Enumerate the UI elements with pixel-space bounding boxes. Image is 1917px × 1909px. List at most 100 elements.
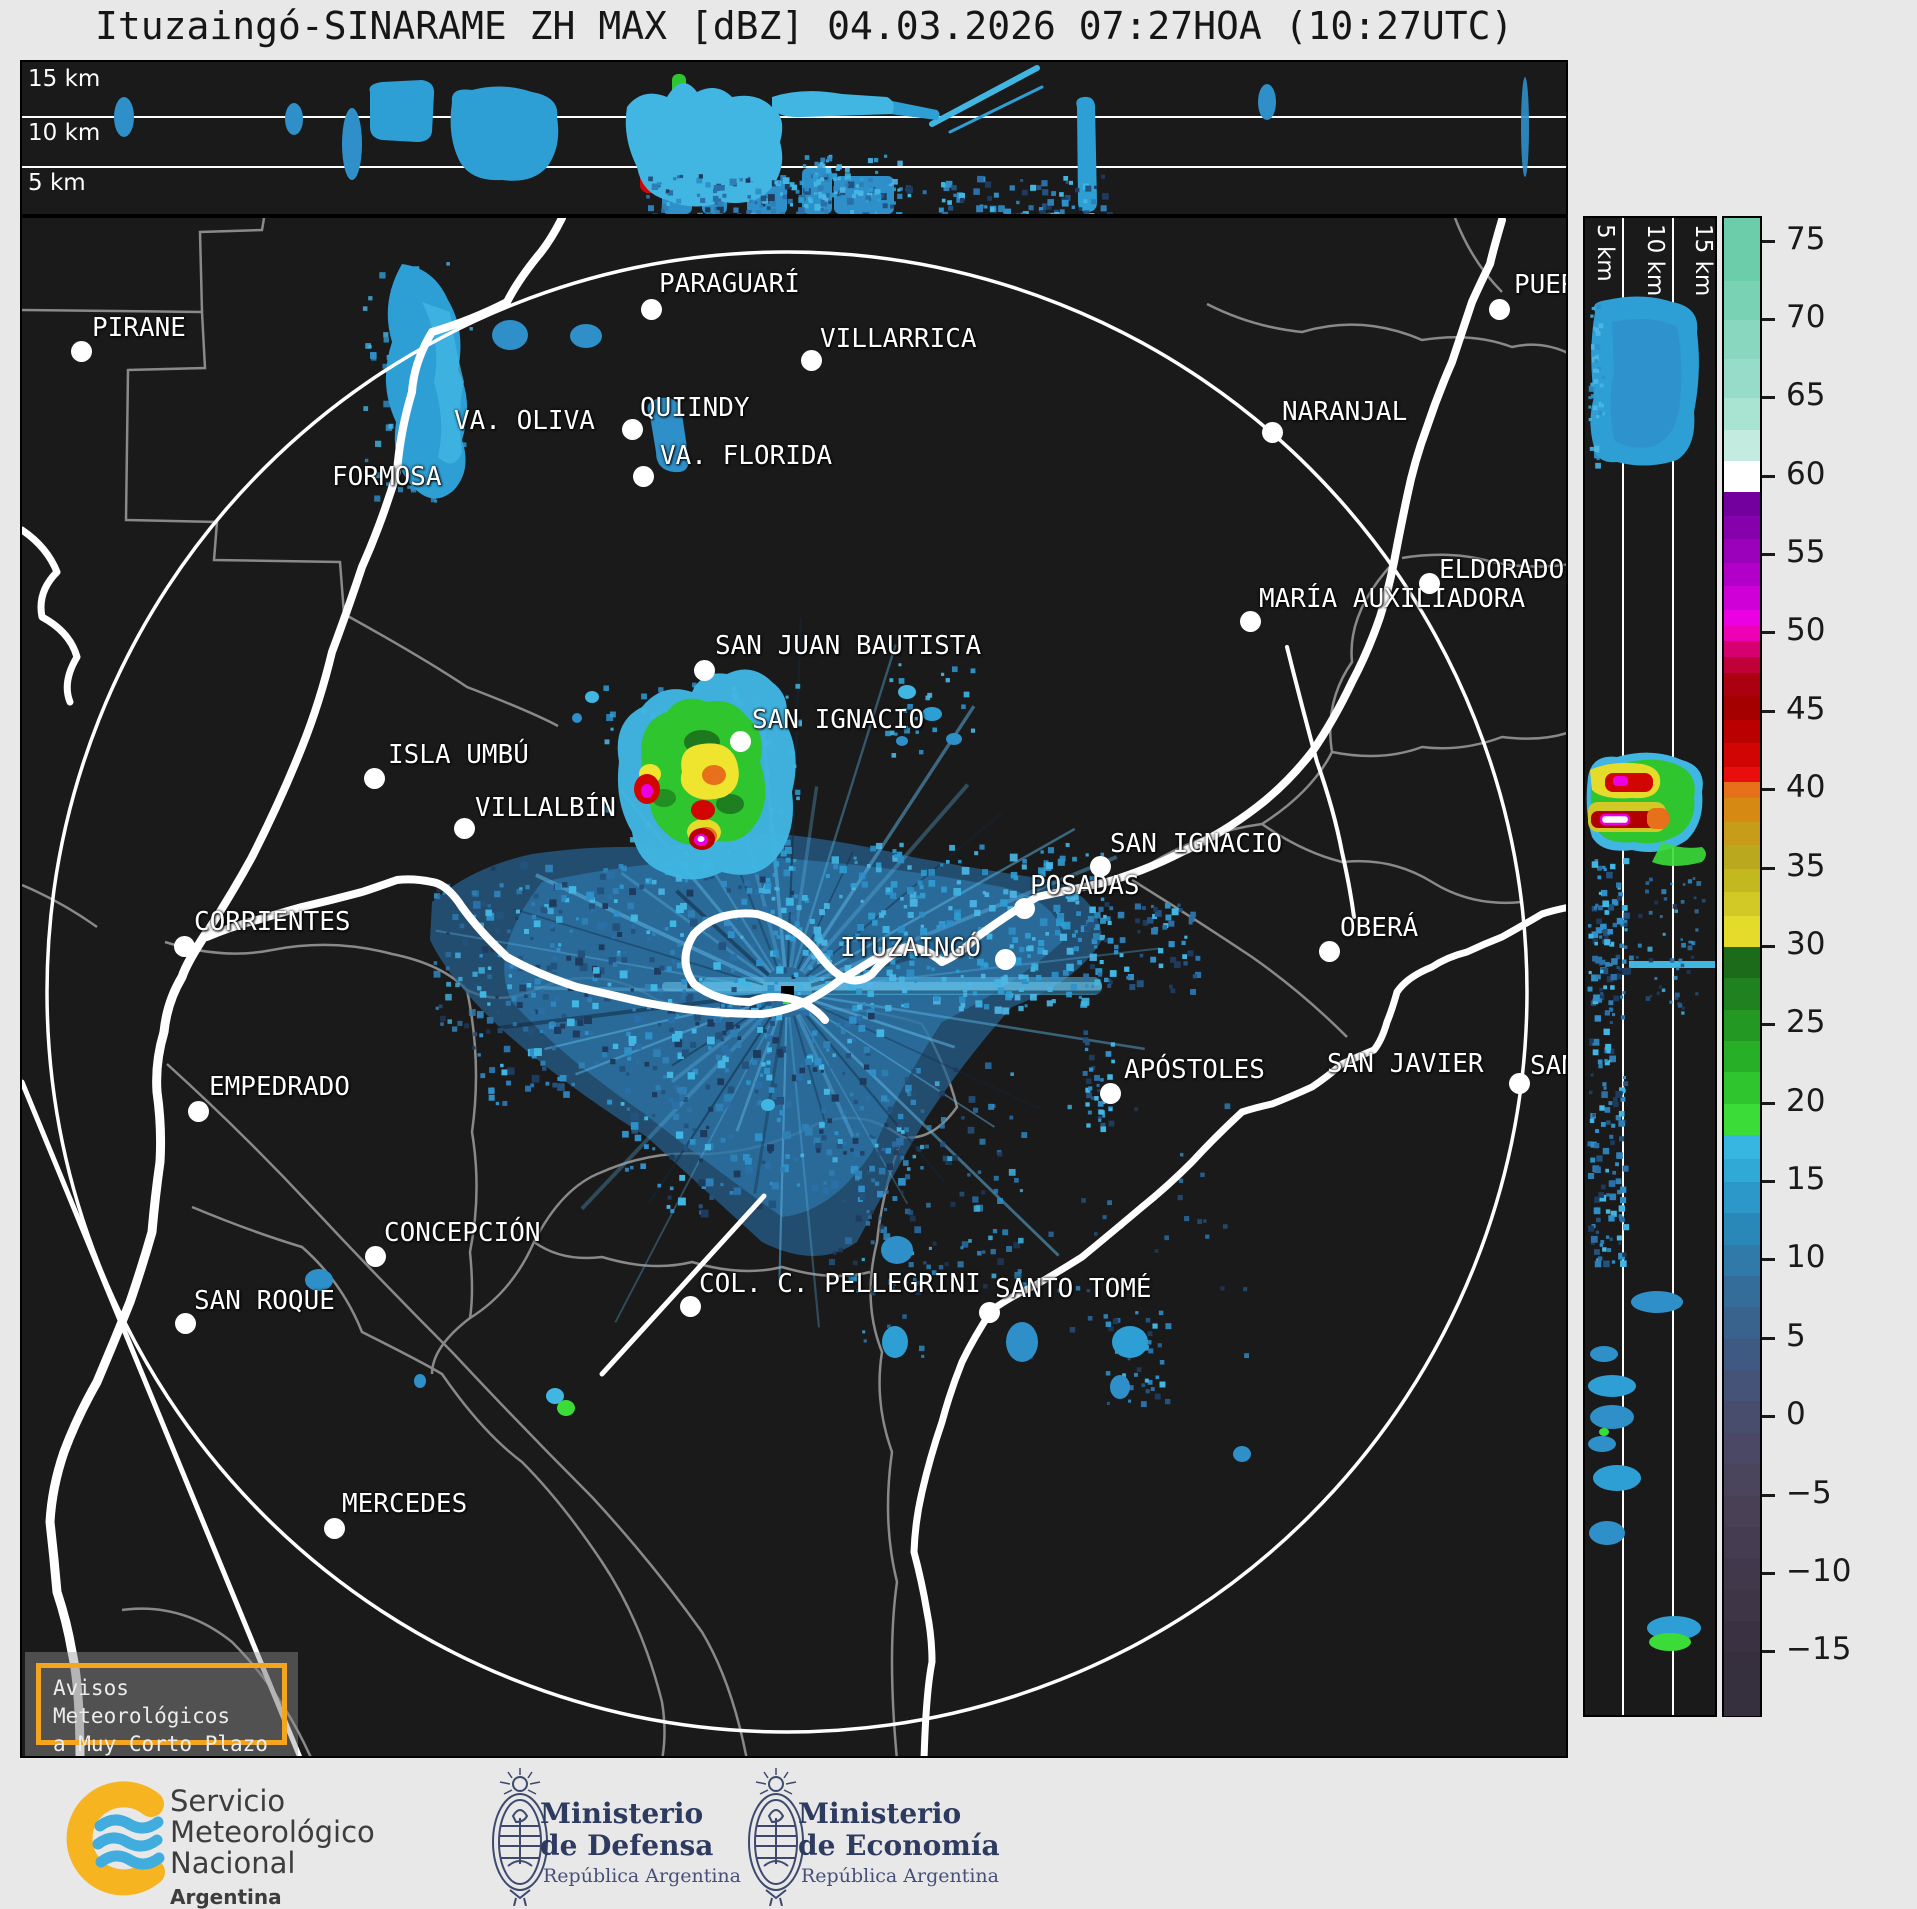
- smn-wordmark: Servicio Meteorológico Nacional Argentin…: [170, 1784, 375, 1909]
- colorbar-segment: [1724, 845, 1760, 870]
- colorbar-segment: [1724, 280, 1760, 321]
- colorbar-segment: [1724, 1432, 1760, 1465]
- notice-line2: a Muy Corto Plazo: [53, 1732, 268, 1756]
- city-dot: [641, 299, 662, 320]
- colorbar-tick-label: 5: [1786, 1317, 1806, 1354]
- colorbar-segment: [1724, 492, 1760, 517]
- height-label-15km: 15 km: [28, 66, 101, 92]
- colorbar-segment: [1724, 1401, 1760, 1434]
- colorbar-segment: [1724, 641, 1760, 658]
- colorbar-tick-mark: [1762, 396, 1775, 400]
- colorbar-segment: [1724, 586, 1760, 611]
- gridline-5km-v: [1622, 218, 1624, 1715]
- admin-borders: [22, 218, 1566, 1756]
- footer: Servicio Meteorológico Nacional Argentin…: [0, 1758, 1917, 1909]
- city-label: NARANJAL: [1282, 397, 1408, 427]
- colorbar-segment: [1724, 743, 1760, 768]
- page-title: Ituzaingó-SINARAME ZH MAX [dBZ] 04.03.20…: [95, 4, 1514, 48]
- colorbar-segment: [1724, 625, 1760, 642]
- coat-of-arms-icon: [492, 1768, 548, 1906]
- gridline-5km: [22, 166, 1566, 168]
- right-panel-echoes: [1586, 296, 1715, 1651]
- city-label: SAN IGNACIO: [752, 705, 925, 735]
- colorbar-tick-label: −5: [1786, 1474, 1832, 1511]
- city-label: POSADAS: [1030, 871, 1140, 901]
- range-ring: [45, 250, 1529, 1734]
- colorbar-segment: [1724, 719, 1760, 744]
- colorbar-segment: [1724, 1495, 1760, 1528]
- city-dot: [364, 768, 385, 789]
- colorbar-segment: [1724, 1135, 1760, 1160]
- colorbar-tick-label: 70: [1786, 298, 1826, 335]
- height-label-10km: 10 km: [28, 120, 101, 146]
- colorbar-segment: [1724, 782, 1760, 799]
- city-dot: [1090, 856, 1111, 877]
- colorbar-tick-label: 25: [1786, 1004, 1826, 1041]
- smn-logo: [66, 1781, 165, 1896]
- colorbar-segment: [1724, 672, 1760, 697]
- rivers: [22, 218, 1566, 1756]
- height-label-15km-v: 15 km: [1690, 224, 1716, 297]
- height-label-5km: 5 km: [28, 170, 86, 196]
- colorbar-tick-mark: [1762, 1650, 1775, 1654]
- city-label: ISLA UMBÚ: [388, 740, 529, 770]
- colorbar: [1722, 216, 1762, 1717]
- city-dot: [1262, 422, 1283, 443]
- colorbar-segment: [1724, 562, 1760, 587]
- city-dot: [324, 1518, 345, 1539]
- top-panel-echoes: [114, 65, 1529, 214]
- colorbar-tick-mark: [1762, 1258, 1775, 1262]
- city-dot: [1240, 611, 1261, 632]
- colorbar-tick-label: 65: [1786, 377, 1826, 414]
- city-dot: [633, 466, 654, 487]
- colorbar-tick-mark: [1762, 1493, 1775, 1497]
- city-dot: [1489, 299, 1510, 320]
- city-dot: [694, 660, 715, 681]
- city-dot: [979, 1302, 1000, 1323]
- colorbar-segment: [1724, 1182, 1760, 1214]
- colorbar-tick-mark: [1762, 631, 1775, 635]
- city-label: PARAGUARÍ: [659, 269, 800, 299]
- city-label: VILLARRICA: [820, 324, 977, 354]
- colorbar-segment: [1724, 1464, 1760, 1497]
- city-dot: [1100, 1083, 1121, 1104]
- colorbar-tick-label: 75: [1786, 220, 1826, 257]
- city-label: FORMOSA: [332, 462, 442, 492]
- city-dot: [1014, 898, 1035, 919]
- colorbar-segment: [1724, 915, 1760, 948]
- colorbar-tick-mark: [1762, 709, 1775, 713]
- colorbar-tick-mark: [1762, 1336, 1775, 1340]
- colorbar-tick-label: 50: [1786, 612, 1826, 649]
- colorbar-segment: [1724, 429, 1760, 462]
- colorbar-segment: [1724, 515, 1760, 540]
- city-label: VA. OLIVA: [454, 406, 595, 436]
- colorbar-segment: [1724, 1072, 1760, 1105]
- colorbar-segment: [1724, 319, 1760, 360]
- notice-box: Avisos Meteorológicos a Muy Corto Plazo: [25, 1652, 298, 1756]
- colorbar-segment: [1724, 1652, 1760, 1716]
- colorbar-tick-mark: [1762, 474, 1775, 478]
- ministry-defensa: Ministerio de Defensa República Argentina: [440, 1758, 760, 1909]
- city-label: EMPEDRADO: [209, 1072, 350, 1102]
- colorbar-tick-label: 15: [1786, 1161, 1826, 1198]
- colorbar-segment: [1724, 946, 1760, 979]
- colorbar-segment: [1724, 1558, 1760, 1591]
- colorbar-segment: [1724, 1009, 1760, 1042]
- city-dot: [71, 341, 92, 362]
- colorbar-tick-label: 40: [1786, 769, 1826, 806]
- city-label: SAN IGNACIO: [1110, 829, 1283, 859]
- colorbar-tick-mark: [1762, 317, 1775, 321]
- colorbar-segment: [1724, 656, 1760, 674]
- colorbar-segment: [1724, 797, 1760, 823]
- colorbar-segment: [1724, 1307, 1760, 1340]
- city-label: QUIINDY: [640, 393, 750, 423]
- colorbar-segment: [1724, 892, 1760, 917]
- colorbar-tick-label: 30: [1786, 925, 1826, 962]
- city-dot: [454, 818, 475, 839]
- city-label: PUERTO RICO: [1514, 270, 1566, 300]
- radar-map: PIRANE PARAGUARÍ VILLARRICA VA. OLIVA QUIIND…: [20, 216, 1568, 1758]
- colorbar-tick-label: −15: [1786, 1631, 1852, 1668]
- colorbar-segment: [1724, 539, 1760, 564]
- colorbar-segment: [1724, 1158, 1760, 1183]
